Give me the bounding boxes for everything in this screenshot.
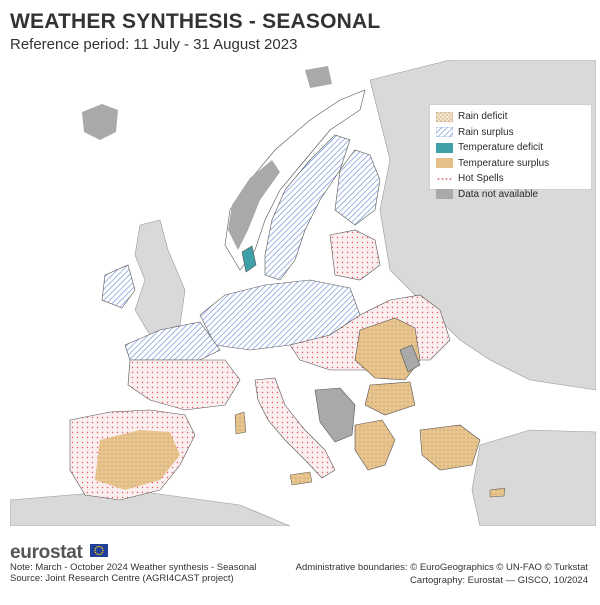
legend-label: Rain deficit — [458, 111, 508, 122]
temperature-deficit-swatch — [436, 142, 453, 153]
map-subtitle: Reference period: 11 July - 31 August 20… — [10, 36, 298, 53]
region-sicily — [289, 471, 313, 486]
legend-item-hot-spells: Hot Spells — [436, 172, 585, 185]
region-italy — [254, 377, 336, 479]
legend-label: Rain surplus — [458, 126, 514, 138]
legend-item-temperature-surplus: Temperature surplus — [436, 157, 585, 170]
region-norway-nodata — [228, 160, 280, 250]
region-romania — [354, 317, 421, 381]
eu-flag-stars-icon — [90, 544, 108, 557]
footer-credits: Administrative boundaries: © EuroGeograp… — [296, 562, 588, 588]
temperature-surplus-swatch — [436, 158, 453, 169]
legend-item-temperature-deficit: Temperature deficit — [436, 141, 585, 154]
map-legend: Rain deficit Rain surplus Temperature de… — [429, 104, 592, 200]
legend-item-rain-surplus: Rain surplus — [436, 126, 585, 139]
legend-item-data-not-available: Data not available — [436, 188, 585, 201]
land-greenland-iceland — [82, 104, 118, 140]
region-bulgaria — [364, 381, 416, 416]
legend-label: Data not available — [458, 188, 539, 200]
region-baltics — [329, 229, 381, 281]
region-iberia-temp-surplus — [95, 430, 180, 490]
region-greece — [354, 419, 396, 471]
rain-deficit-swatch — [436, 111, 453, 122]
cartography-credit: Cartography: Eurostat — GISCO, 10/2024 — [410, 575, 588, 586]
legend-label: Hot Spells — [458, 173, 504, 185]
eurostat-logo: eurostat — [10, 542, 83, 563]
rain-surplus-swatch — [436, 127, 453, 138]
map-title: WEATHER SYNTHESIS - SEASONAL — [10, 10, 381, 33]
legend-label: Temperature deficit — [458, 142, 544, 154]
region-france-south — [127, 359, 241, 411]
legend-label: Temperature surplus — [458, 157, 550, 169]
region-finland — [334, 149, 381, 226]
region-sardinia — [234, 411, 247, 435]
region-moldova-nodata — [399, 344, 421, 373]
admin-boundaries-credit: Administrative boundaries: © EuroGeograp… — [295, 562, 588, 573]
region-denmark — [241, 245, 257, 273]
footer-note: Note: March - October 2024 Weather synth… — [10, 562, 257, 573]
region-west-balkans-nodata — [314, 387, 356, 443]
land-turkey — [471, 429, 596, 526]
region-ireland — [101, 264, 136, 309]
eu-flag-icon — [90, 544, 108, 557]
hot-spells-swatch — [436, 173, 453, 184]
data-not-available-swatch — [436, 189, 453, 200]
legend-item-rain-deficit: Rain deficit — [436, 110, 585, 123]
region-turkey-west — [419, 424, 481, 471]
footer-source: Source: Joint Research Centre (AGRI4CAST… — [10, 573, 234, 584]
region-cyprus — [489, 487, 506, 498]
land-svalbard — [305, 66, 332, 88]
